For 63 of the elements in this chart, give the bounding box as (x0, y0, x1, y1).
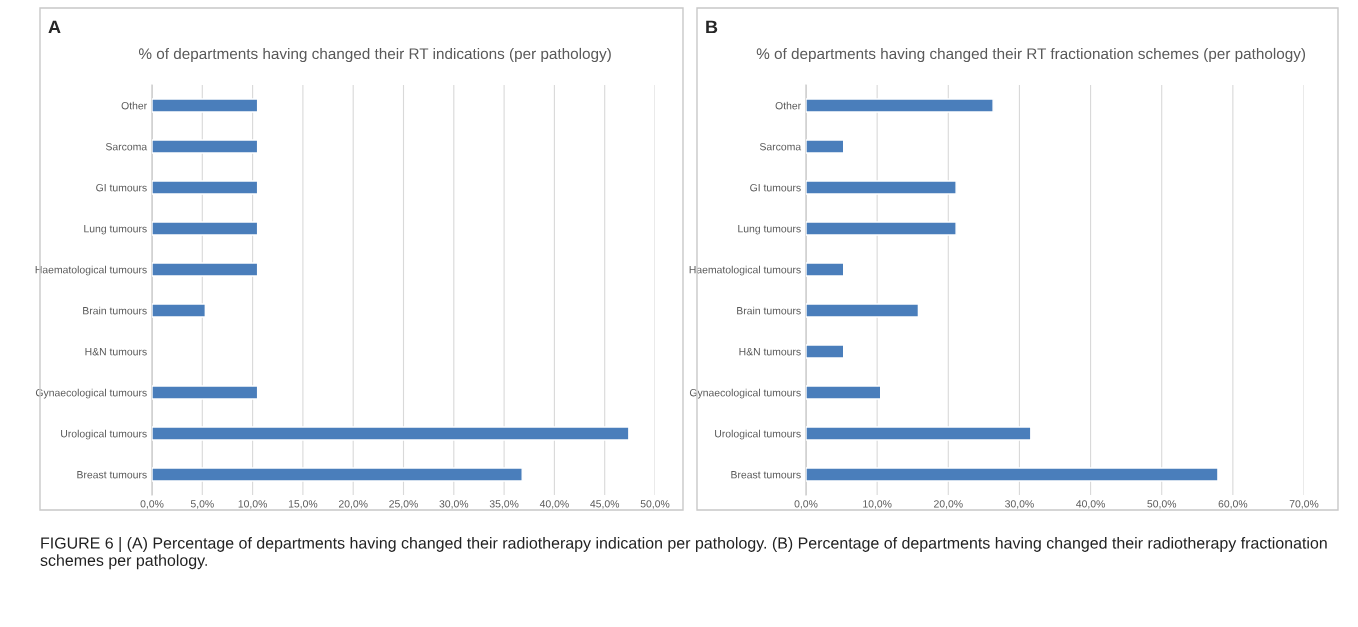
y-tick-label: Haematological tumours (689, 265, 801, 276)
y-tick-label: Breast tumours (731, 471, 801, 479)
caption: FIGURE 6 | (A) Percentage of departments having changed their radiotherapy indication per pathology. (B) Percentage of departments having changed their radiotherapy fractionation schemes per pathology. (40, 537, 1327, 570)
y-tick-label: Haematological tumours (35, 265, 147, 276)
bar (152, 98, 259, 113)
x-tick-label: 10,0% (863, 500, 892, 509)
x-tick-label: 40,0% (1076, 500, 1105, 509)
bar (806, 180, 957, 195)
bar (806, 467, 1219, 482)
x-tick-label: 50,0% (640, 500, 670, 509)
bar (806, 385, 882, 400)
y-tick-label: Other (775, 101, 801, 110)
bar (152, 221, 259, 236)
x-tick-label: 50,0% (1147, 500, 1177, 509)
x-tick-label: 15,0% (288, 500, 318, 509)
x-tick-label: 35,0% (489, 500, 519, 509)
y-tick-label: H&N tumours (85, 348, 147, 356)
y-tick-label: Breast tumours (77, 471, 147, 479)
bar (806, 139, 845, 154)
bar (806, 98, 994, 113)
bar (806, 303, 920, 318)
bar (152, 139, 259, 154)
y-tick-label: H&N tumours (739, 348, 801, 356)
y-tick-label: Urological tumours (61, 429, 147, 440)
bar (806, 426, 1032, 441)
y-tick-label: Gynaecological tumours (35, 388, 147, 399)
y-tick-label: Gynaecological tumours (689, 388, 801, 399)
bar (152, 262, 259, 277)
x-tick-label: 20,0% (934, 500, 963, 509)
chart-title: % of departments having changed their RT fractionation schemes (per pathology) (756, 47, 1306, 63)
y-tick-label: GI tumours (750, 184, 801, 192)
bar (152, 303, 207, 318)
x-tick-label: 60,0% (1218, 500, 1248, 509)
bar (806, 344, 845, 359)
y-tick-label: GI tumours (96, 184, 147, 192)
chart-title: % of departments having changed their RT indications (per pathology) (138, 47, 611, 63)
bar (152, 385, 259, 400)
x-tick-label: 25,0% (389, 500, 418, 509)
x-tick-label: 30,0% (1005, 500, 1034, 509)
x-tick-label: 30,0% (439, 500, 469, 509)
bar (806, 221, 957, 236)
x-tick-label: 0,0% (794, 500, 818, 509)
x-tick-label: 20,0% (338, 500, 368, 509)
y-tick-label: Urological tumours (715, 429, 801, 440)
text: A (48, 20, 61, 34)
bar (152, 180, 259, 195)
y-tick-label: Brain tumours (737, 306, 801, 315)
x-tick-label: 0,0% (140, 500, 164, 509)
y-tick-label: Other (121, 101, 147, 110)
bar (152, 426, 630, 441)
y-tick-label: Lung tumours (738, 225, 801, 235)
bar (152, 467, 523, 482)
y-tick-label: Sarcoma (759, 143, 802, 151)
x-tick-label: 5,0% (190, 500, 214, 509)
y-tick-label: Brain tumours (83, 306, 147, 315)
x-tick-label: 70,0% (1289, 500, 1319, 509)
x-tick-label: 10,0% (238, 500, 267, 509)
y-tick-label: Sarcoma (105, 143, 148, 151)
x-tick-label: 40,0% (539, 500, 569, 509)
text: B (706, 20, 718, 34)
x-tick-label: 45,0% (590, 500, 620, 509)
bar (806, 262, 845, 277)
y-tick-label: Lung tumours (84, 225, 147, 235)
